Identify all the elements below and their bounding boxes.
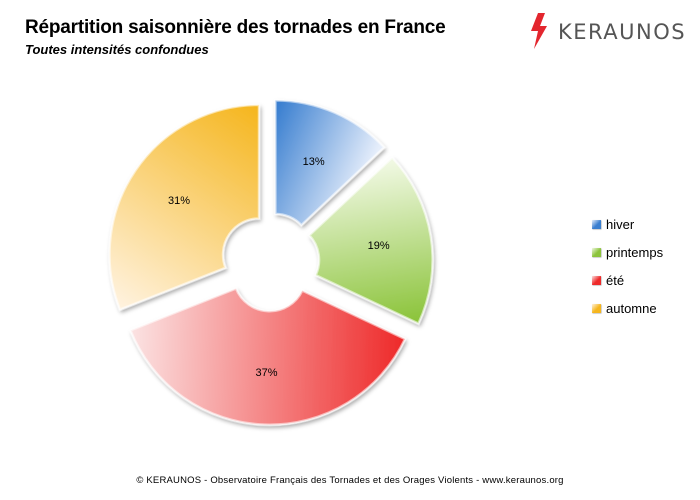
data-label-été: 37% (256, 367, 278, 379)
pie-slice-bevel-printemps (306, 155, 435, 326)
pie-slice-automne (108, 104, 260, 311)
legend-item-printemps: printemps (592, 238, 663, 266)
pie-slice-bevel-hiver (273, 98, 387, 228)
legend-swatch-printemps (592, 247, 601, 257)
keraunos-logo: KERAUNOS (528, 12, 688, 50)
lightning-bolt-icon (531, 13, 547, 49)
logo-text: KERAUNOS (558, 20, 687, 44)
chart-subtitle: Toutes intensités confondues (25, 42, 209, 57)
legend-item-automne: automne (592, 294, 663, 322)
legend-label-hiver: hiver (606, 216, 635, 232)
legend: hiver printemps été automne (592, 210, 663, 322)
legend-label-printemps: printemps (606, 244, 664, 260)
footer-credit: © KERAUNOS - Observatoire Français des T… (136, 475, 564, 486)
legend-swatch-automne (592, 303, 601, 313)
legend-label-été: été (606, 272, 625, 288)
data-label-printemps: 19% (368, 240, 390, 252)
pie-slice-été (129, 287, 406, 426)
legend-item-hiver: hiver (592, 210, 663, 238)
chart-title: Répartition saisonnière des tornades en … (25, 17, 446, 38)
pie-slice-bevel-été (128, 286, 408, 427)
data-label-automne: 31% (168, 195, 190, 207)
data-label-hiver: 13% (303, 156, 325, 168)
pie-slice-bevel-automne (107, 103, 261, 312)
legend-swatch-hiver (592, 219, 601, 229)
legend-label-automne: automne (606, 300, 657, 316)
legend-item-été: été (592, 266, 663, 294)
legend-swatch-été (592, 275, 601, 285)
